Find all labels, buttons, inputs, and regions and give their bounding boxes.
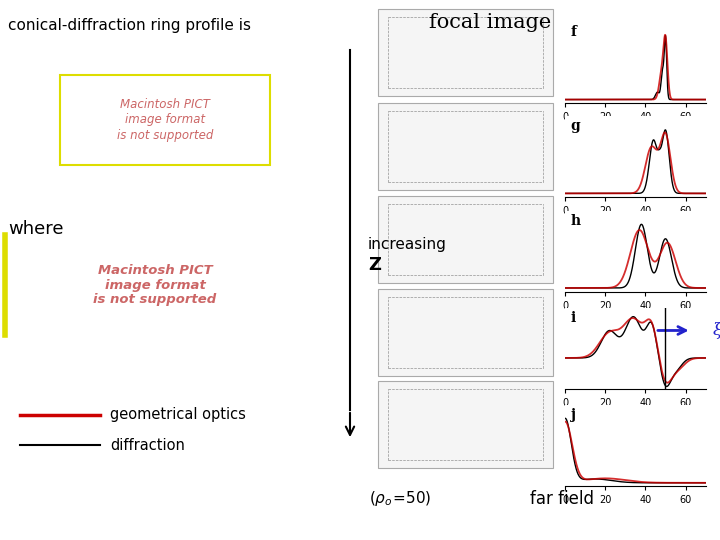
Bar <box>378 9 553 96</box>
Text: j: j <box>571 408 576 422</box>
Text: ξ: ξ <box>713 322 720 339</box>
Text: Z: Z <box>368 256 381 274</box>
Text: far field: far field <box>530 490 594 508</box>
Text: i: i <box>571 311 576 325</box>
Text: conical-diffraction ring profile is: conical-diffraction ring profile is <box>8 18 251 33</box>
Text: h: h <box>571 214 581 228</box>
Bar <box>378 289 553 376</box>
Text: diffraction: diffraction <box>110 437 185 453</box>
Bar <box>378 381 553 468</box>
Text: increasing: increasing <box>368 238 447 253</box>
Bar <box>5 235 315 335</box>
Text: $(\rho_o\!=\!50)$: $(\rho_o\!=\!50)$ <box>369 489 431 508</box>
Text: g: g <box>571 119 580 133</box>
Bar <box>378 196 553 283</box>
Bar <box>378 103 553 190</box>
Text: where: where <box>8 220 63 238</box>
Text: Macintosh PICT
image format
is not supported: Macintosh PICT image format is not suppo… <box>117 98 213 141</box>
Text: geometrical optics: geometrical optics <box>110 408 246 422</box>
Text: Macintosh PICT
image format
is not supported: Macintosh PICT image format is not suppo… <box>94 264 217 307</box>
Text: f: f <box>571 25 577 39</box>
Bar <box>60 75 270 165</box>
Text: focal image: focal image <box>429 13 551 32</box>
